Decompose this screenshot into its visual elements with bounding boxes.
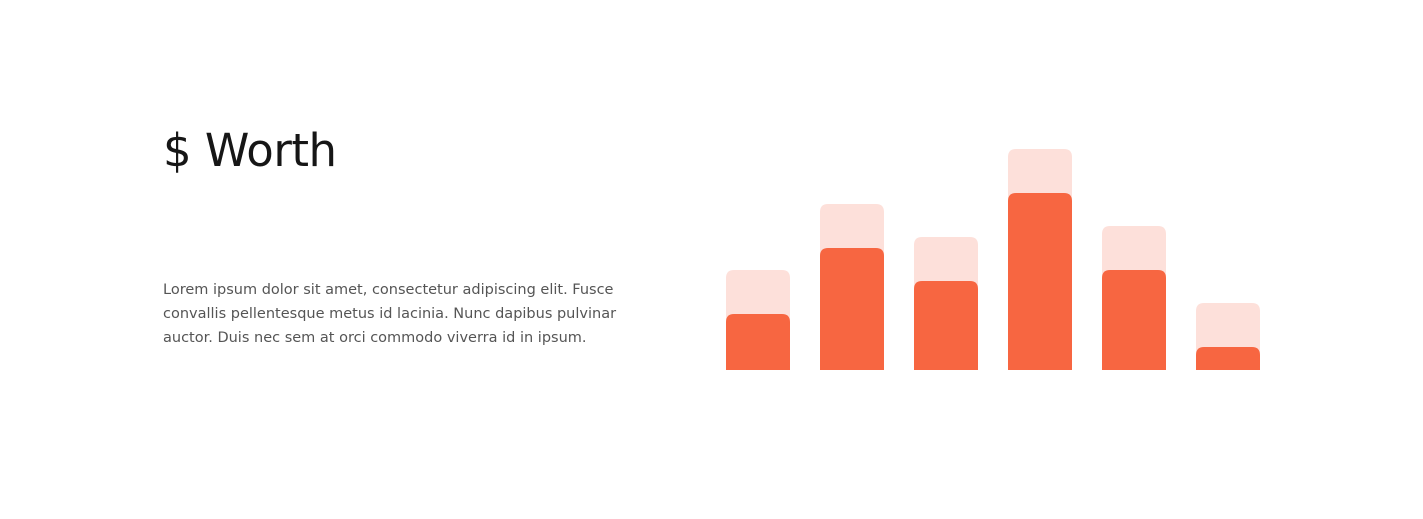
paragraph-line: auctor. Duis nec sem at orci commodo viv…: [163, 330, 587, 346]
paragraph-line: convallis pellentesque metus id lacinia.…: [163, 306, 617, 322]
paragraph: Lorem ipsum dolor sit amet, consectetur …: [163, 278, 616, 350]
bar: [914, 281, 978, 370]
bar: [1102, 270, 1166, 370]
bar: [726, 314, 790, 370]
title: $ Worth: [163, 124, 337, 177]
bar: [820, 248, 884, 370]
bar: [1008, 193, 1072, 370]
bar: [1196, 347, 1260, 370]
paragraph-line: Lorem ipsum dolor sit amet, consectetur …: [163, 282, 614, 298]
